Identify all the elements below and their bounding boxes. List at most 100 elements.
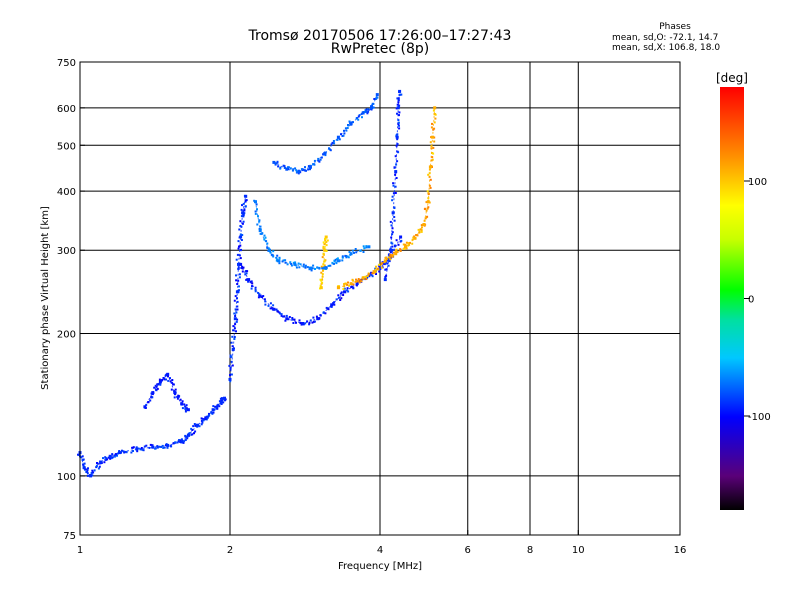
scatter-dot [263, 238, 266, 241]
scatter-dot [319, 278, 322, 281]
scatter-dot [233, 336, 236, 338]
scatter-dot [427, 197, 430, 200]
scatter-dot [208, 412, 210, 415]
scatter-dot [428, 175, 431, 178]
data-point [367, 274, 371, 278]
scatter-dot [90, 472, 93, 474]
y-tick-label: 300 [57, 246, 76, 257]
scatter-dot [333, 142, 336, 145]
scatter-dot [135, 446, 138, 449]
data-point [349, 122, 353, 126]
scatter-dot [267, 247, 270, 250]
scatter-dot [157, 383, 159, 386]
scatter-dot [411, 242, 414, 245]
scatter-dot [308, 323, 311, 326]
scatter-dot [364, 109, 367, 112]
scatter-dot [212, 405, 215, 408]
data-point [195, 423, 199, 427]
scatter-dot [231, 345, 234, 348]
scatter-dot [350, 285, 353, 288]
scatter-dot [352, 121, 354, 124]
scatter-dot [389, 258, 392, 261]
scatter-dot [367, 273, 370, 276]
data-points [77, 89, 437, 478]
scatter-dot [176, 441, 179, 444]
scatter-dot [174, 388, 177, 391]
scatter-dot [86, 474, 89, 477]
scatter-dot [397, 101, 400, 104]
scatter-dot [174, 441, 177, 444]
scatter-dot [400, 93, 403, 96]
scatter-dot [366, 275, 369, 277]
scatter-dot [346, 289, 349, 292]
scatter-dot [176, 397, 179, 400]
scatter-dot [342, 294, 345, 296]
data-point [82, 466, 86, 470]
scatter-dot [297, 262, 300, 265]
scatter-dot [391, 233, 394, 236]
scatter-dot [321, 256, 324, 259]
scatter-dot [402, 243, 405, 246]
scatter-dot [272, 255, 275, 258]
scatter-dot [287, 166, 289, 169]
scatter-dot [161, 379, 164, 381]
scatter-dot [404, 243, 407, 246]
scatter-dot [394, 155, 397, 158]
scatter-dot [333, 262, 335, 265]
scatter-dot [81, 455, 84, 458]
scatter-dot [258, 220, 261, 223]
scatter-dot [103, 461, 106, 464]
scatter-dot [359, 279, 362, 282]
scatter-dot [237, 240, 240, 243]
data-point [235, 290, 239, 294]
scatter-dot [233, 312, 236, 315]
scatter-dot [167, 375, 169, 378]
scatter-dot [172, 383, 175, 386]
scatter-dot [220, 397, 223, 400]
data-point [239, 262, 243, 266]
scatter-dot [228, 364, 231, 367]
scatter-dot [298, 266, 301, 269]
scatter-dot [165, 378, 167, 381]
scatter-dot [427, 173, 430, 176]
scatter-dot [256, 208, 258, 211]
scatter-dot [104, 458, 107, 461]
data-point [336, 286, 340, 290]
scatter-dot [277, 165, 280, 168]
scatter-dot [362, 251, 365, 253]
x-tick-label: 4 [377, 545, 383, 556]
scatter-dot [318, 317, 321, 320]
scatter-dot [352, 286, 355, 289]
scatter-dot [294, 261, 297, 264]
scatter-dot [82, 463, 85, 466]
scatter-dot [367, 108, 370, 111]
scatter-dot [323, 243, 326, 246]
scatter-dot [241, 222, 244, 225]
chart-title: Tromsø 20170506 17:26:00–17:27:43 [248, 28, 512, 44]
scatter-dot [216, 407, 219, 410]
scatter-dot [264, 236, 267, 239]
scatter-dot [245, 199, 248, 202]
scatter-dot [272, 250, 275, 253]
scatter-dot [122, 450, 125, 453]
scatter-dot [339, 292, 342, 295]
scatter-dot [394, 192, 397, 194]
scatter-dot [343, 287, 346, 290]
scatter-dot [425, 201, 428, 204]
scatter-dot [232, 329, 235, 332]
scatter-dot [394, 244, 397, 247]
scatter-dot [309, 168, 311, 171]
phase-stats-o: mean, sd,O: -72.1, 14.7 [612, 33, 719, 43]
scatter-dot [418, 231, 421, 234]
trace-line [240, 236, 402, 325]
chart-subtitle: RwPretec (8p) [330, 41, 430, 57]
scatter-dot [111, 453, 114, 456]
scatter-dot [357, 278, 360, 280]
scatter-dot [320, 156, 323, 159]
data-point [118, 451, 121, 455]
scatter-dot [311, 321, 314, 324]
scatter-dot [279, 312, 281, 315]
scatter-dot [153, 386, 156, 389]
scatter-dot [351, 278, 354, 281]
scatter-dot [184, 405, 187, 408]
